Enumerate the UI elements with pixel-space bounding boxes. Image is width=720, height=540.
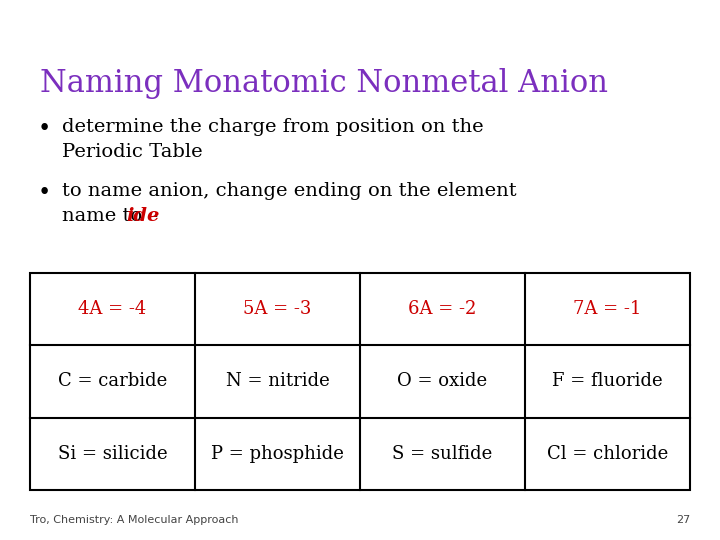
Text: F = fluoride: F = fluoride bbox=[552, 373, 663, 390]
Text: O = oxide: O = oxide bbox=[397, 373, 487, 390]
Text: N = nitride: N = nitride bbox=[225, 373, 329, 390]
Text: Si = silicide: Si = silicide bbox=[58, 445, 167, 463]
Text: C = carbide: C = carbide bbox=[58, 373, 167, 390]
Text: Tro, Chemistry: A Molecular Approach: Tro, Chemistry: A Molecular Approach bbox=[30, 515, 238, 525]
Text: name to –: name to – bbox=[62, 207, 158, 225]
Text: 7A = -1: 7A = -1 bbox=[573, 300, 642, 318]
Text: ide: ide bbox=[127, 207, 160, 225]
Text: determine the charge from position on the: determine the charge from position on th… bbox=[62, 118, 484, 136]
Text: S = sulfide: S = sulfide bbox=[392, 445, 492, 463]
Text: P = phosphide: P = phosphide bbox=[211, 445, 344, 463]
Text: 6A = -2: 6A = -2 bbox=[408, 300, 477, 318]
Bar bbox=[30, 273, 690, 490]
Text: Periodic Table: Periodic Table bbox=[62, 143, 202, 161]
Text: to name anion, change ending on the element: to name anion, change ending on the elem… bbox=[62, 182, 517, 200]
Text: 27: 27 bbox=[676, 515, 690, 525]
Text: •: • bbox=[38, 182, 51, 204]
Text: 5A = -3: 5A = -3 bbox=[243, 300, 312, 318]
Text: Naming Monatomic Nonmetal Anion: Naming Monatomic Nonmetal Anion bbox=[40, 68, 608, 99]
Text: •: • bbox=[38, 118, 51, 140]
Text: Cl = chloride: Cl = chloride bbox=[547, 445, 668, 463]
Text: 4A = -4: 4A = -4 bbox=[78, 300, 147, 318]
